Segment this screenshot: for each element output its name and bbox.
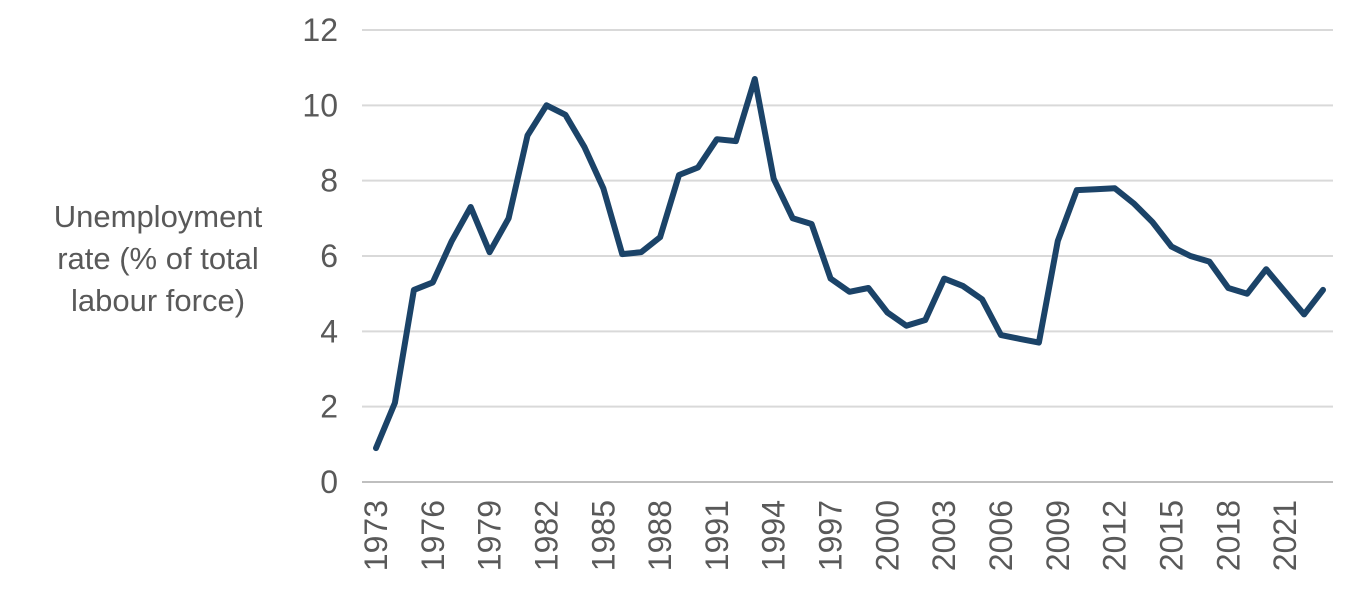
- x-tick-label: 2021: [1267, 500, 1303, 571]
- x-tick-label: 1976: [415, 500, 451, 571]
- x-tick-label: 2000: [869, 500, 905, 571]
- x-tick-label: 1985: [585, 500, 621, 571]
- series: [373, 76, 1326, 452]
- y-tick-label: 12: [302, 12, 338, 48]
- gridlines: [362, 29, 1333, 483]
- y-axis-title: Unemployment rate (% of total labour for…: [54, 199, 263, 318]
- x-tick-labels: 1973 1976 1979 1982 1985 1988 1991 1994 1997 2000…: [358, 500, 1303, 571]
- y-tick-label: 4: [320, 313, 338, 349]
- x-tick-label: 2015: [1153, 500, 1189, 571]
- x-tick-label: 2018: [1210, 500, 1246, 571]
- x-tick-label: 2003: [926, 500, 962, 571]
- x-tick-label: 1982: [528, 500, 564, 571]
- y-axis-title-line-3: labour force): [71, 283, 245, 318]
- x-tick-label: 2006: [983, 500, 1019, 571]
- x-tick-label: 1997: [813, 500, 849, 571]
- series-line: [373, 76, 1326, 452]
- y-tick-label: 6: [320, 238, 338, 274]
- x-tick-label: 1991: [699, 500, 735, 571]
- y-axis-title-line-2: rate (% of total: [57, 241, 259, 276]
- y-tick-label: 8: [320, 163, 338, 199]
- x-tick-label: 2009: [1040, 500, 1076, 571]
- x-tick-label: 1979: [472, 500, 508, 571]
- y-tick-label: 10: [302, 87, 338, 123]
- y-tick-label: 2: [320, 389, 338, 425]
- y-tick-label: 0: [320, 464, 338, 500]
- x-tick-label: 2012: [1097, 500, 1133, 571]
- x-tick-label: 1994: [756, 500, 792, 571]
- y-tick-labels: 0 2 4 6 8 10 12: [302, 12, 338, 500]
- x-tick-label: 1988: [642, 500, 678, 571]
- x-tick-label: 1973: [358, 500, 394, 571]
- y-axis-title-line-1: Unemployment: [54, 199, 263, 234]
